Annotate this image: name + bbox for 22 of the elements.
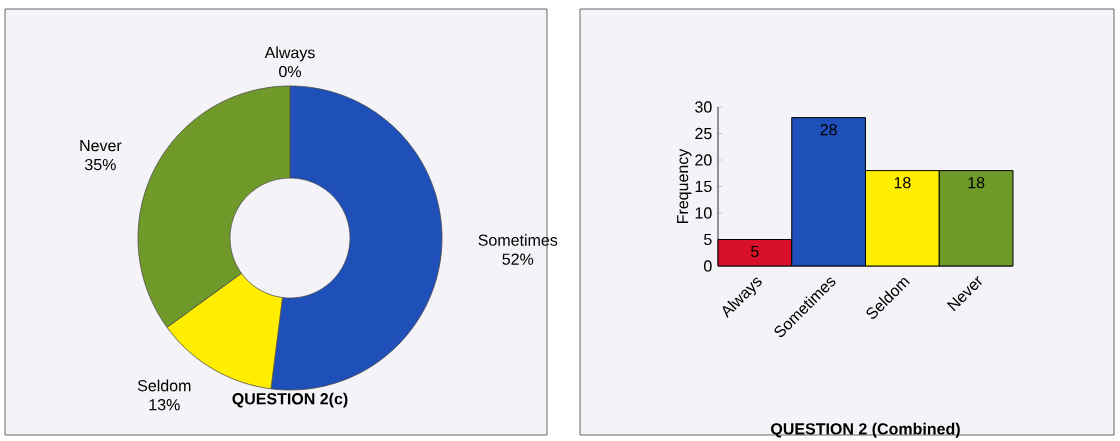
y-tick-label: 20 xyxy=(695,154,712,166)
data-label: 28 xyxy=(820,124,837,136)
y-axis-title: Frequency xyxy=(677,148,692,223)
y-tick-label: 15 xyxy=(695,180,712,193)
data-label: 5 xyxy=(751,245,759,258)
y-tick-label: 0 xyxy=(704,260,712,272)
text: 0% xyxy=(279,65,301,78)
category-label: Always xyxy=(264,46,315,62)
text: QUESTION 2 (Combined) xyxy=(771,422,960,438)
data-label: 35% xyxy=(85,158,116,171)
y-tick-label: 5 xyxy=(704,233,712,246)
data-label: 13% xyxy=(149,399,180,411)
text: QUESTION 2(c) xyxy=(232,392,348,408)
slice-label: Sometimes xyxy=(478,234,558,246)
data-label: 18 xyxy=(894,177,911,189)
data-label: 52% xyxy=(502,253,534,265)
slice-label: Never xyxy=(80,140,122,152)
y-tick-label: 25 xyxy=(695,127,712,140)
data-label: 18 xyxy=(968,177,985,189)
slice-label: Seldom xyxy=(137,379,191,392)
y-tick-label: 30 xyxy=(695,101,712,113)
y-tick-label: 10 xyxy=(695,207,712,219)
